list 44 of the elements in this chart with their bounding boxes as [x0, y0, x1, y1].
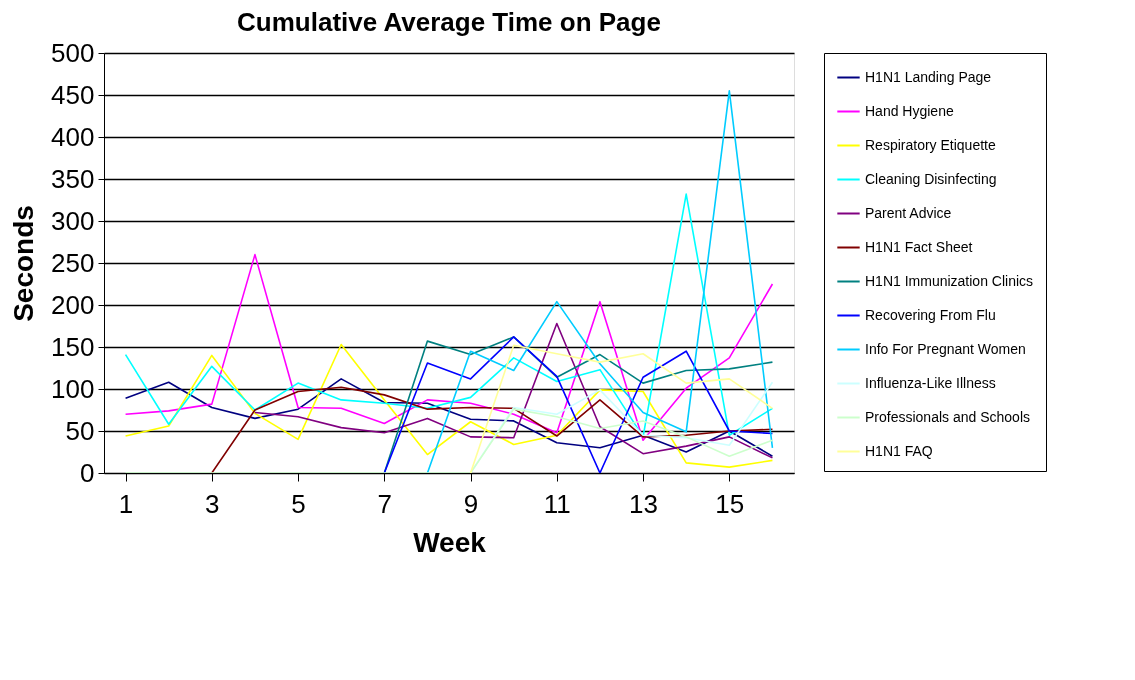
line-series	[211, 386, 774, 473]
line-series	[426, 90, 774, 473]
legend-label: Cleaning Disinfecting	[865, 170, 997, 187]
line-series	[383, 336, 774, 473]
y-tick-label: 200	[51, 289, 95, 320]
x-tick-label: 15	[715, 488, 745, 519]
line-series	[124, 253, 774, 442]
line-series	[254, 322, 774, 459]
y-tick-label: 150	[51, 331, 95, 362]
y-tick-label: 100	[51, 373, 95, 404]
x-tick-label: 9	[463, 488, 479, 519]
x-tick-label: 5	[291, 488, 306, 519]
legend-label: Parent Advice	[865, 204, 952, 221]
legend-label: Recovering From Flu	[865, 306, 996, 323]
line-series	[124, 378, 774, 457]
x-tick-label: 7	[377, 488, 393, 519]
x-tick-label: 3	[205, 488, 220, 519]
line-series	[469, 344, 774, 473]
x-tick-label: 11	[543, 488, 571, 519]
y-tick-label: 400	[51, 121, 95, 152]
y-tick-label: 450	[51, 79, 95, 110]
legend-label: H1N1 FAQ	[865, 442, 933, 459]
legend-label: Respiratory Etiquette	[865, 136, 996, 153]
legend-label: Professionals and Schools	[865, 408, 1030, 425]
y-tick-label: 300	[51, 205, 95, 236]
y-tick-label: 50	[65, 415, 95, 446]
y-tick-label: 500	[51, 37, 95, 68]
legend-label: Hand Hygiene	[865, 102, 954, 119]
x-tick-label: 13	[629, 488, 659, 519]
line-series	[124, 343, 774, 468]
legend-label: Influenza-Like Illness	[865, 374, 996, 391]
y-tick-label: 350	[51, 163, 95, 194]
x-tick-label: 1	[118, 488, 134, 519]
x-axis-title: Week	[413, 526, 487, 558]
chart-title: Cumulative Average Time on Page	[237, 7, 661, 37]
legend-label: H1N1 Immunization Clinics	[865, 272, 1034, 289]
legend-label: H1N1 Landing Page	[865, 68, 992, 85]
line-series	[124, 193, 774, 438]
y-axis-title: Seconds	[8, 205, 40, 322]
y-tick-label: 0	[80, 457, 95, 488]
legend-label: Info For Pregnant Women	[865, 340, 1026, 357]
y-tick-label: 250	[51, 247, 95, 278]
legend-label: H1N1 Fact Sheet	[865, 238, 973, 255]
line-series	[124, 408, 774, 473]
